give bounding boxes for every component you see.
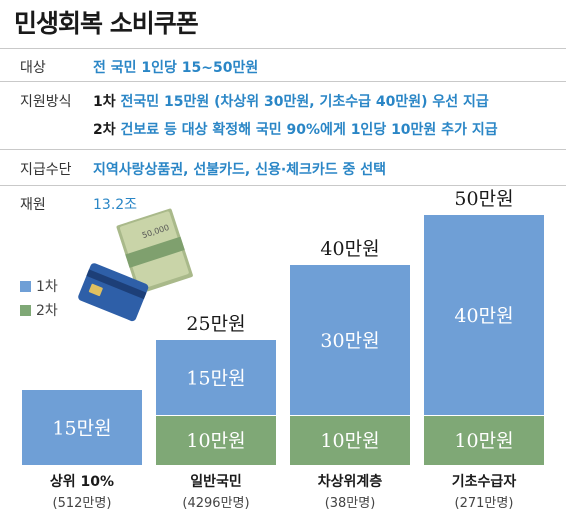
method-label: 지원방식: [20, 94, 72, 110]
legend-label-phase2: 2차: [36, 303, 58, 319]
bar-segment: [290, 415, 410, 465]
means-label: 지급수단: [20, 162, 72, 178]
phase2-text: 건보료 등 대상 확정해 국민 90%에게 1인당 10만원 추가 지급: [120, 122, 498, 138]
bar-total-label: 25만원: [186, 313, 245, 335]
budget-label: 재원: [20, 197, 46, 213]
bar-data-label: 10만원: [454, 430, 513, 452]
bar-data-label: 10만원: [186, 430, 245, 452]
category-label: 상위 10%: [50, 474, 114, 490]
category-label: 기초수급자: [452, 474, 517, 490]
phase1-text: 전국민 15만원 (차상위 30만원, 기초수급 40만원) 우선 지급: [120, 94, 489, 110]
bar-segment: [424, 415, 544, 465]
target-label: 대상: [20, 60, 46, 76]
category-sublabel: (512만명): [53, 496, 112, 511]
bar-segment: [156, 415, 276, 465]
phase1-tag: 1차: [93, 94, 116, 110]
legend-swatch-phase1: [20, 281, 31, 292]
info-means-row: 지급수단 지역사랑상품권, 선불카드, 신용·체크카드 중 선택: [0, 149, 566, 186]
category-label: 일반국민: [190, 473, 242, 490]
bar-segment: [424, 215, 544, 415]
info-method-row: 지원방식 1차 전국민 15만원 (차상위 30만원, 기초수급 40만원) 우…: [0, 81, 566, 150]
bar-data-label: 15만원: [52, 418, 111, 440]
legend-label-phase1: 1차: [36, 279, 58, 295]
bar-data-label: 15만원: [186, 368, 245, 390]
category-label: 차상위계층: [318, 474, 383, 490]
legend-item-phase1: 1차: [20, 276, 58, 296]
bar-segment: [290, 265, 410, 415]
info-budget-row: 재원 13.2조: [0, 185, 566, 216]
phase1-line: 1차 전국민 15만원 (차상위 30만원, 기초수급 40만원) 우선 지급: [93, 91, 489, 111]
phase2-line: 2차 건보료 등 대상 확정해 국민 90%에게 1인당 10만원 추가 지급: [93, 119, 498, 139]
legend-item-phase2: 2차: [20, 300, 58, 320]
bar-segment: [22, 390, 142, 465]
target-value: 전 국민 1인당 15~50만원: [93, 60, 259, 76]
bar-total-label: 40만원: [320, 238, 379, 260]
category-sublabel: (4296만명): [182, 496, 249, 511]
category-sublabel: (271만명): [455, 496, 514, 511]
means-value: 지역사랑상품권, 선불카드, 신용·체크카드 중 선택: [93, 162, 387, 178]
bar-total-label: 50만원: [454, 188, 513, 210]
bar-data-label: 30만원: [320, 330, 379, 352]
category-sublabel: (38만명): [325, 496, 376, 511]
page-title: 민생회복 소비쿠폰: [14, 9, 199, 38]
bar-data-label: 40만원: [454, 305, 513, 327]
bar-data-label: 10만원: [320, 430, 379, 452]
phase2-tag: 2차: [93, 122, 116, 138]
bar-segment: [156, 340, 276, 415]
info-target-row: 대상 전 국민 1인당 15~50만원: [0, 48, 566, 82]
legend-swatch-phase2: [20, 305, 31, 316]
